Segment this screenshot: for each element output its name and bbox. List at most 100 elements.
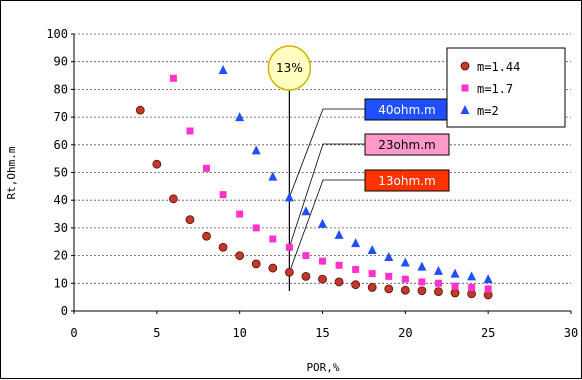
point-m=1.7 xyxy=(219,191,227,199)
point-m=1.44 xyxy=(268,263,278,273)
point-m=1.7 xyxy=(401,275,409,283)
legend-marker xyxy=(460,105,470,114)
point-m=1.44 xyxy=(218,242,228,252)
point-m=1.44 xyxy=(251,259,261,269)
y-tick-label: 50 xyxy=(54,166,68,180)
point-m=1.44 xyxy=(434,287,443,297)
point-m=1.44 xyxy=(467,289,477,299)
y-tick-label: 10 xyxy=(54,276,68,290)
y-tick-label: 70 xyxy=(54,110,68,124)
y-tick-label: 90 xyxy=(54,55,68,69)
legend-marker xyxy=(460,61,470,71)
point-m=2 xyxy=(235,112,245,122)
point-m=1.44 xyxy=(301,271,311,281)
point-m=2 xyxy=(218,65,228,75)
x-tick-label: 15 xyxy=(315,326,329,340)
point-m=1.44 xyxy=(367,283,377,292)
point-m=1.7 xyxy=(335,261,343,269)
point-m=2 xyxy=(318,218,327,228)
point-m=1.44 xyxy=(400,285,410,295)
point-m=1.7 xyxy=(484,285,492,293)
point-m=2 xyxy=(450,268,460,278)
point-m=1.7 xyxy=(319,257,326,265)
point-m=1.44 xyxy=(185,215,195,224)
tick-labels: 0 10 20 30 40 50 60 70 80 90 100 0 5 10 15 20 25 30 xyxy=(46,27,578,340)
point-m=1.7 xyxy=(368,270,376,278)
point-m=1.44 xyxy=(450,288,460,298)
y-axis-label: Rt,Ohm.m xyxy=(5,146,18,199)
point-m=1.7 xyxy=(269,235,277,243)
point-m=1.44 xyxy=(202,231,211,241)
point-m=1.44 xyxy=(235,251,245,261)
y-tick-label: 0 xyxy=(61,304,68,318)
x-axis-label: POR,% xyxy=(306,361,339,374)
point-m=1.44 xyxy=(152,159,162,169)
point-m=1.7 xyxy=(385,272,393,280)
point-m=1.7 xyxy=(236,210,244,218)
x-tick-label: 20 xyxy=(398,326,412,340)
point-m=1.44 xyxy=(135,105,145,115)
leader-line xyxy=(288,108,365,198)
annotation-label: 13ohm.m xyxy=(378,174,435,188)
axes xyxy=(71,33,572,314)
point-m=1.7 xyxy=(252,224,260,232)
point-m=1.44 xyxy=(351,280,361,290)
point-m=1.7 xyxy=(169,74,177,82)
point-m=1.7 xyxy=(451,282,459,290)
point-m=2 xyxy=(284,192,294,202)
data-points xyxy=(135,65,493,300)
annotations: 13% 40ohm.m 23ohm.m 13ohm.m xyxy=(267,45,450,291)
legend-label: m=2 xyxy=(477,104,499,118)
point-m=2 xyxy=(384,251,394,261)
point-m=1.44 xyxy=(334,277,344,287)
point-m=1.44 xyxy=(284,267,294,277)
point-m=2 xyxy=(417,261,427,271)
point-m=1.7 xyxy=(203,164,211,172)
annotation-box xyxy=(364,169,450,192)
legend-label: m=1.7 xyxy=(477,82,513,96)
legend-marker xyxy=(461,84,469,92)
x-tick-label: 5 xyxy=(153,326,160,340)
legend-label: m=1.44 xyxy=(477,60,520,74)
y-tick-label: 80 xyxy=(54,82,68,96)
point-m=1.7 xyxy=(434,279,442,287)
point-m=2 xyxy=(251,145,261,155)
y-tick-label: 20 xyxy=(54,249,68,263)
point-m=2 xyxy=(400,257,410,267)
point-m=2 xyxy=(483,274,493,284)
point-m=1.44 xyxy=(318,274,327,284)
point-m=2 xyxy=(334,229,344,239)
point-m=2 xyxy=(467,271,477,281)
point-m=2 xyxy=(301,206,311,216)
cutoff-label: 13% xyxy=(276,61,303,75)
y-tick-label: 30 xyxy=(54,221,68,235)
point-m=1.7 xyxy=(468,283,476,291)
point-m=1.44 xyxy=(168,194,178,204)
x-tick-label: 30 xyxy=(564,326,578,340)
point-m=1.7 xyxy=(186,127,194,135)
point-m=1.44 xyxy=(417,286,427,296)
point-m=1.7 xyxy=(418,278,426,286)
y-tick-label: 100 xyxy=(46,27,68,41)
y-tick-label: 40 xyxy=(54,193,68,207)
point-m=2 xyxy=(268,171,278,181)
point-m=1.7 xyxy=(302,252,310,260)
x-tick-label: 0 xyxy=(70,326,77,340)
y-tick-label: 60 xyxy=(54,138,68,152)
legend: m=1.44 m=1.7 m=2 xyxy=(446,47,566,128)
point-m=1.7 xyxy=(285,243,293,251)
point-m=1.44 xyxy=(384,284,394,294)
annotation-box xyxy=(364,133,450,156)
point-m=2 xyxy=(433,265,443,275)
annotation-label: 40ohm.m xyxy=(378,103,435,117)
point-m=2 xyxy=(351,238,361,248)
cutoff-bubble xyxy=(267,45,312,91)
point-m=2 xyxy=(367,245,377,255)
x-tick-label: 25 xyxy=(481,326,495,340)
x-tick-label: 10 xyxy=(232,326,246,340)
point-m=1.7 xyxy=(352,265,360,273)
leader-line xyxy=(288,179,365,273)
annotation-label: 23ohm.m xyxy=(378,138,435,152)
